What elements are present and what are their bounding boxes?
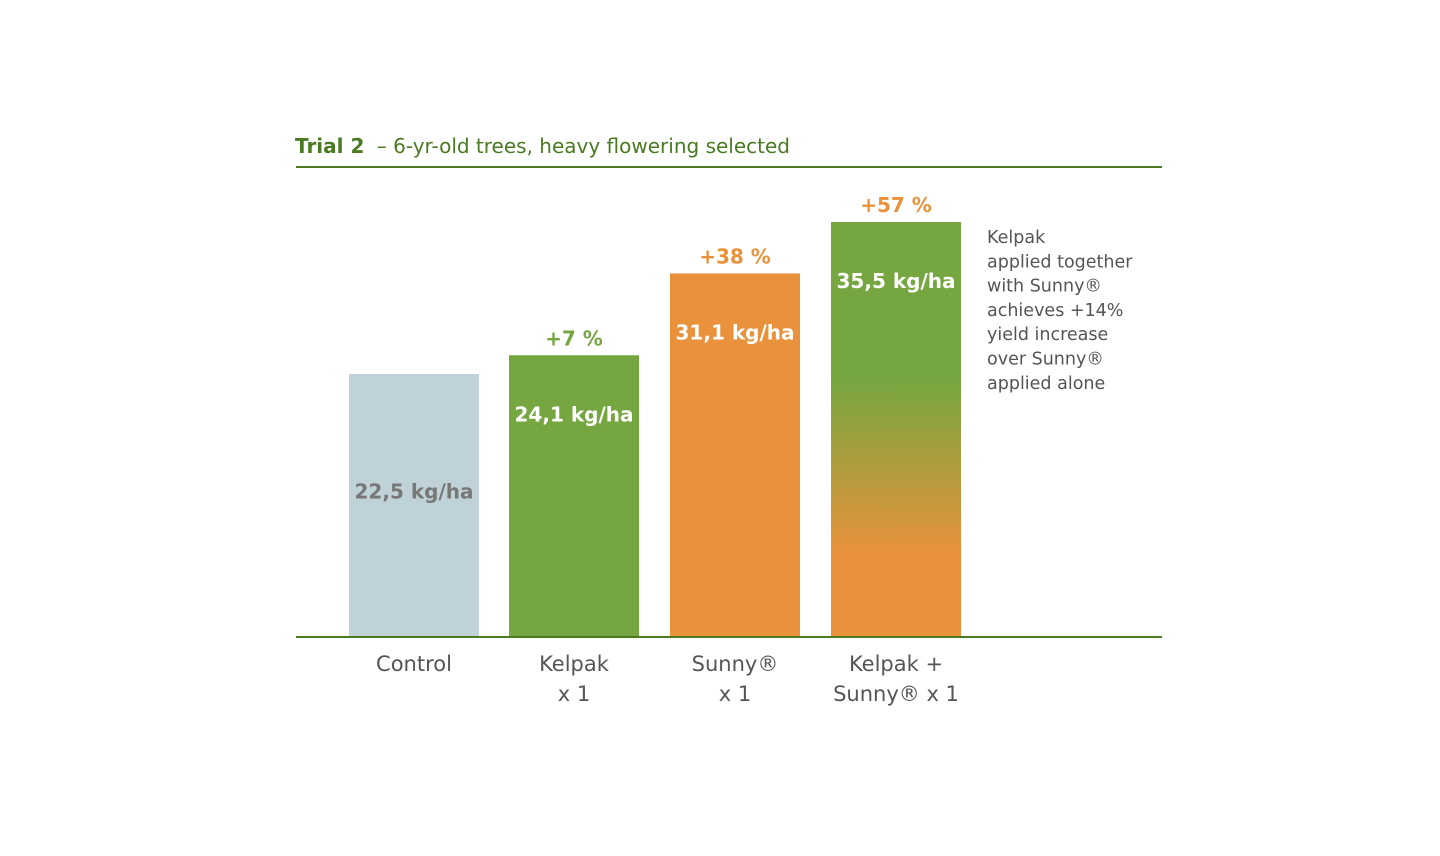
side-note-line-5: over Sunny® bbox=[987, 350, 1104, 370]
category-label-1-0: Kelpak bbox=[539, 652, 610, 676]
side-note-line-0: Kelpak bbox=[987, 228, 1046, 248]
chart-title-subtitle: – 6-yr-old trees, heavy flowering select… bbox=[377, 134, 790, 158]
increase-label-2: +38 % bbox=[699, 244, 771, 268]
category-label-2-1: x 1 bbox=[719, 682, 751, 706]
side-note: Kelpak applied together with Sunny® achieve… bbox=[987, 228, 1133, 394]
bar-value-label-2: 31,1 kg/ha bbox=[676, 320, 795, 344]
category-label-0-0: Control bbox=[376, 652, 452, 676]
bars-layer bbox=[349, 222, 961, 637]
value-labels-layer: 22,5 kg/ha 24,1 kg/ha 31,1 kg/ha 35,5 kg/ha bbox=[355, 269, 956, 503]
category-label-2-0: Sunny® bbox=[692, 652, 779, 676]
bar-3 bbox=[831, 222, 961, 637]
bar-value-label-3: 35,5 kg/ha bbox=[837, 269, 956, 293]
increase-label-3: +57 % bbox=[860, 193, 932, 217]
category-labels-layer: Control Kelpak x 1 Sunny® x 1 Kelpak + Sunny®… bbox=[376, 652, 959, 706]
side-note-line-3: achieves +14% bbox=[987, 301, 1123, 321]
category-label-3-0: Kelpak + bbox=[849, 652, 943, 676]
bar-value-label-0: 22,5 kg/ha bbox=[355, 479, 474, 503]
bar-1 bbox=[509, 355, 639, 637]
bar-value-label-1: 24,1 kg/ha bbox=[515, 402, 634, 426]
side-note-line-4: yield increase bbox=[987, 325, 1108, 345]
increase-label-1: +7 % bbox=[545, 326, 603, 350]
bar-0 bbox=[349, 373, 479, 637]
side-note-line-6: applied alone bbox=[987, 374, 1105, 394]
side-note-line-1: applied together bbox=[987, 252, 1133, 272]
category-label-1-1: x 1 bbox=[558, 682, 590, 706]
category-label-3-1: Sunny® x 1 bbox=[833, 682, 959, 706]
chart-title-trial: Trial 2 bbox=[295, 134, 364, 158]
bar-2 bbox=[670, 273, 800, 637]
chart-title: Trial 2 – 6-yr-old trees, heavy flowerin… bbox=[295, 134, 790, 158]
increase-labels-layer: +7 % +38 % +57 % bbox=[545, 193, 932, 350]
side-note-line-2: with Sunny® bbox=[987, 277, 1102, 297]
